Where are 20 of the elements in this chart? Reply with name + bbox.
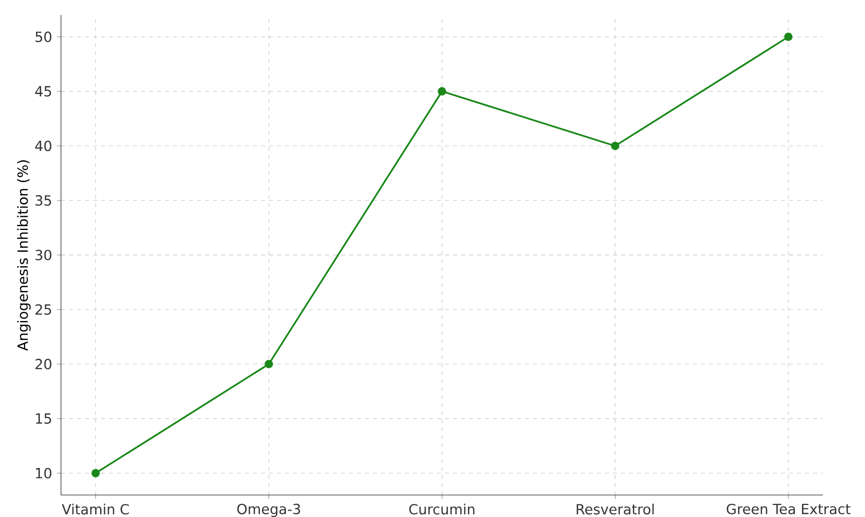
y-tick-label: 50 (36, 32, 52, 42)
y-tick-label: 20 (36, 358, 52, 370)
y-tick-label: 35 (36, 195, 52, 206)
point (91, 468, 100, 478)
y-tick-label: 10 (36, 468, 52, 478)
point (264, 360, 274, 368)
y-tick-label: 25 (36, 304, 52, 315)
point (438, 87, 446, 96)
y-tick-label: 45 (35, 86, 52, 97)
x-tick-label: Curcumin (409, 504, 474, 515)
y-tick-label: 15 (36, 413, 52, 424)
x-tick-label: Resveratrol (576, 504, 654, 515)
point (784, 32, 793, 42)
y-tick-label: 40 (35, 140, 52, 152)
x-tick-label: Green Tea Extract (726, 504, 850, 514)
point (610, 142, 620, 150)
y-axis-title: Angiogenesis Inhibition (%) (17, 160, 31, 351)
x-tick-label: Vitamin C (62, 504, 129, 515)
x-tick-label: Omega-3 (237, 504, 300, 517)
y-tick-label: 30 (36, 250, 52, 260)
